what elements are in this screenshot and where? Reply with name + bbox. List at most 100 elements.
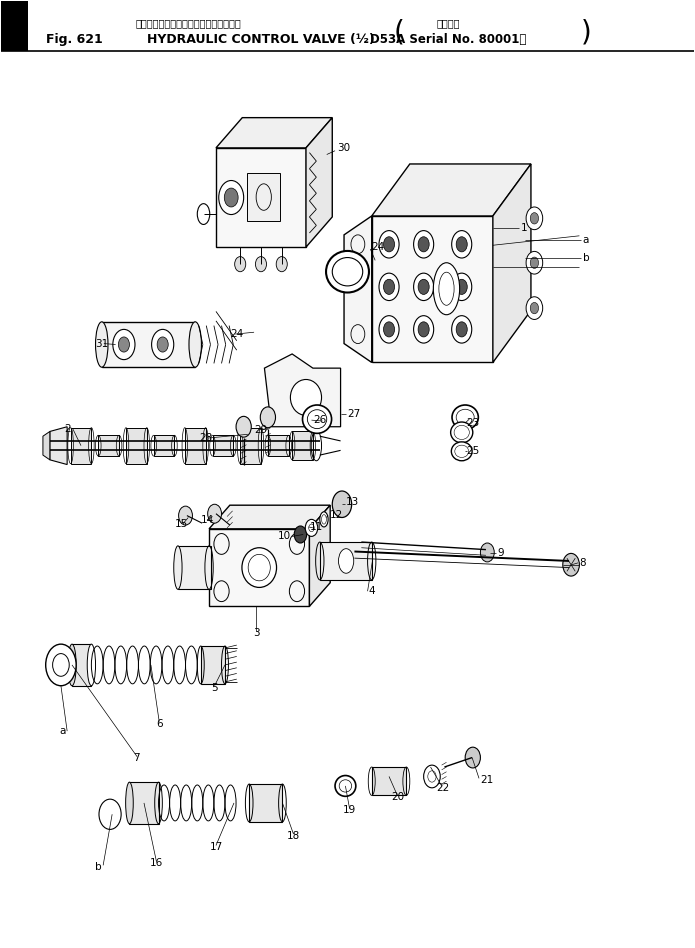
Bar [201,646,225,684]
Text: 18: 18 [287,831,300,841]
Circle shape [379,230,399,258]
Ellipse shape [126,782,133,824]
Bar [240,428,261,464]
Text: 30: 30 [337,143,350,153]
Circle shape [332,491,352,518]
Text: b: b [583,253,589,264]
Circle shape [224,188,238,207]
Circle shape [294,526,306,543]
Circle shape [480,543,494,562]
Text: 17: 17 [209,843,222,852]
Circle shape [414,230,434,258]
Circle shape [157,337,168,352]
Circle shape [456,237,467,252]
Text: 適用号機: 適用号機 [436,18,459,28]
Polygon shape [306,118,332,247]
Ellipse shape [242,548,277,588]
Circle shape [452,230,472,258]
Text: (: ( [394,19,404,46]
Circle shape [379,316,399,343]
Polygon shape [50,427,67,465]
Text: a: a [59,726,66,736]
Polygon shape [372,216,493,362]
Text: 16: 16 [150,859,163,868]
Ellipse shape [452,405,478,429]
Bar [372,767,407,795]
Circle shape [305,520,318,537]
Bar [185,428,206,464]
Ellipse shape [326,251,369,293]
Text: 25: 25 [466,447,480,456]
Circle shape [208,504,222,523]
Ellipse shape [88,644,95,685]
Polygon shape [43,431,50,460]
Text: 10: 10 [277,532,291,541]
Circle shape [456,280,467,295]
Circle shape [118,337,129,352]
Text: 31: 31 [95,338,108,349]
Bar [1,1,28,50]
Circle shape [526,297,543,319]
Circle shape [530,302,539,314]
Text: 5: 5 [211,683,218,693]
Ellipse shape [68,644,76,685]
Circle shape [261,407,275,428]
Circle shape [179,506,193,525]
Bar [320,542,372,580]
Text: 26: 26 [313,415,326,425]
Circle shape [526,251,543,274]
Text: 20: 20 [391,793,404,802]
Circle shape [452,316,472,343]
Circle shape [99,799,121,830]
Text: ハイドロリック　コントロール　バルブ: ハイドロリック コントロール バルブ [136,18,241,28]
Bar [247,173,280,221]
Circle shape [152,329,174,359]
Text: 22: 22 [436,783,450,793]
Circle shape [452,273,472,301]
Text: a: a [583,234,589,245]
Text: 7: 7 [133,753,140,762]
Polygon shape [209,529,309,607]
Ellipse shape [95,321,108,367]
Text: 28: 28 [199,433,212,443]
Text: 19: 19 [343,806,357,815]
Circle shape [424,765,440,788]
Circle shape [418,280,430,295]
Bar [129,782,158,824]
Text: 24: 24 [372,242,385,252]
Text: 1: 1 [521,223,528,233]
Bar [72,644,91,685]
Circle shape [276,257,287,272]
Text: 3: 3 [253,628,259,638]
Circle shape [219,180,244,214]
Circle shape [530,212,539,224]
Circle shape [384,321,395,337]
Bar [98,435,119,456]
Circle shape [563,554,580,576]
Text: 27: 27 [348,409,361,418]
Ellipse shape [335,775,356,796]
Ellipse shape [189,321,202,367]
Text: 29: 29 [254,425,268,434]
Polygon shape [493,164,531,362]
Ellipse shape [302,405,332,433]
Text: 13: 13 [346,498,359,507]
Bar [154,435,174,456]
Text: 6: 6 [156,719,163,729]
Circle shape [530,257,539,268]
Circle shape [414,316,434,343]
Text: 15: 15 [174,520,188,529]
Circle shape [526,207,543,229]
Bar [292,431,313,460]
Polygon shape [344,216,372,362]
Polygon shape [216,118,332,148]
Bar [126,428,147,464]
Circle shape [465,747,480,768]
Text: 23: 23 [466,418,480,428]
Ellipse shape [320,512,328,527]
Text: 24: 24 [230,329,243,339]
Text: 21: 21 [480,775,493,785]
Circle shape [256,257,266,272]
Text: 14: 14 [201,516,214,525]
Polygon shape [372,164,531,216]
